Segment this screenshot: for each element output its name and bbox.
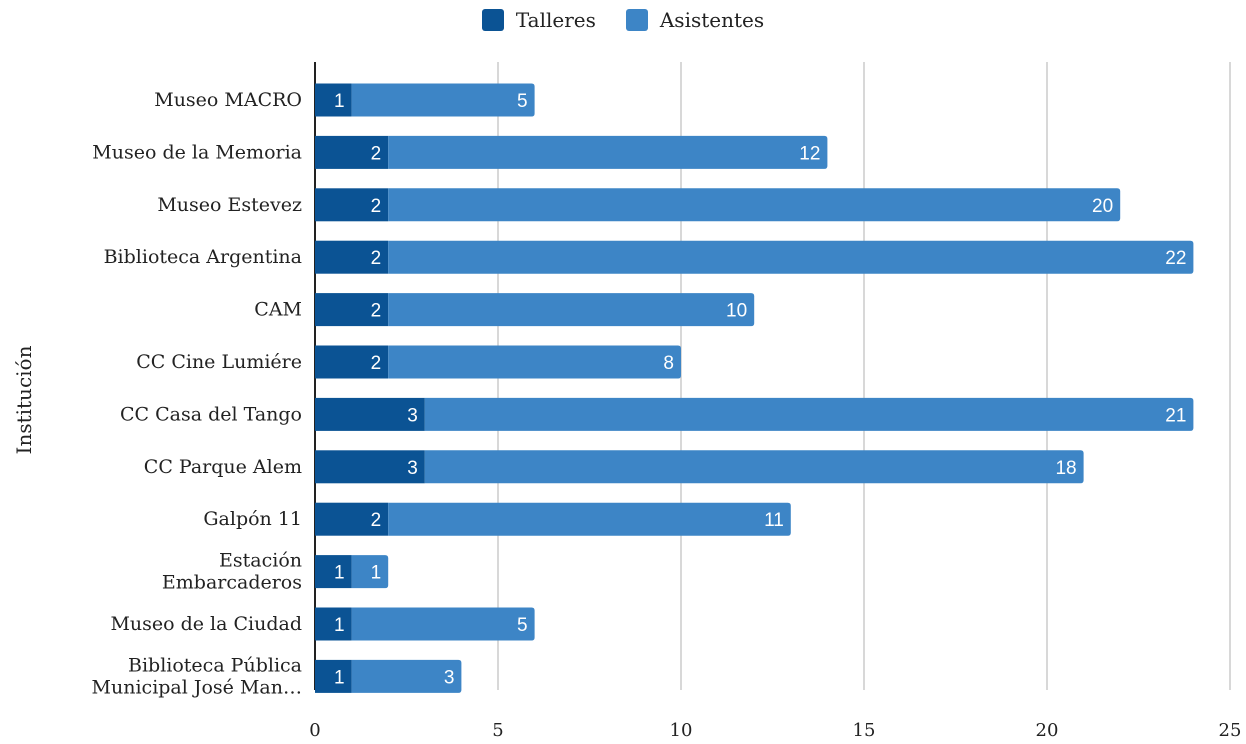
bar-talleres-1 — [315, 135, 389, 169]
legend-label-talleres: Talleres — [515, 8, 596, 32]
bar-value-label-asistentes-3: 22 — [1165, 248, 1186, 269]
bar-asistentes-7 — [424, 450, 1084, 484]
bar-value-label-asistentes-9: 1 — [371, 563, 382, 584]
x-tick-label-20: 20 — [1036, 720, 1059, 740]
bar-asistentes-6 — [424, 397, 1194, 431]
category-label-5: CC Cine Lumiére — [136, 351, 302, 373]
category-label-0: Museo MACRO — [154, 89, 302, 111]
bar-asistentes-4 — [388, 293, 755, 327]
bar-talleres-4 — [315, 293, 389, 327]
bar-talleres-5 — [315, 345, 389, 379]
bar-value-label-talleres-2: 2 — [371, 196, 382, 217]
bar-talleres-2 — [315, 188, 389, 222]
bar-value-label-asistentes-11: 3 — [444, 667, 455, 688]
bar-value-label-asistentes-7: 18 — [1055, 458, 1076, 479]
category-label-9: Estación Embarcaderos — [162, 550, 302, 594]
bar-asistentes-10 — [351, 607, 535, 641]
bar-talleres-8 — [315, 502, 389, 536]
bar-value-label-talleres-0: 1 — [334, 91, 345, 112]
category-label-1: Museo de la Memoria — [92, 141, 302, 163]
legend-label-asistentes: Asistentes — [659, 8, 765, 32]
legend-item-asistentes: Asistentes — [625, 8, 765, 32]
x-tick-label-5: 5 — [492, 720, 503, 740]
bar-value-label-talleres-6: 3 — [407, 405, 418, 426]
bar-talleres-0 — [315, 83, 352, 117]
legend: Talleres Asistentes — [0, 8, 1246, 32]
bar-value-label-talleres-10: 1 — [334, 615, 345, 636]
legend-swatch-talleres — [481, 9, 504, 31]
category-label-4: CAM — [254, 299, 302, 321]
bar-talleres-3 — [315, 240, 389, 274]
bar-value-label-talleres-9: 1 — [334, 563, 345, 584]
x-tick-label-15: 15 — [853, 720, 876, 740]
bar-value-label-talleres-1: 2 — [371, 143, 382, 164]
bar-value-label-talleres-7: 3 — [407, 458, 418, 479]
bar-value-label-talleres-5: 2 — [371, 353, 382, 374]
x-tick-label-0: 0 — [309, 720, 320, 740]
bar-value-label-asistentes-10: 5 — [517, 615, 528, 636]
bar-talleres-6 — [315, 397, 425, 431]
bar-value-label-asistentes-0: 5 — [517, 91, 528, 112]
x-tick-label-10: 10 — [670, 720, 693, 740]
bar-talleres-11 — [315, 659, 352, 693]
bar-talleres-10 — [315, 607, 352, 641]
bar-value-label-asistentes-4: 10 — [726, 301, 747, 322]
bar-value-label-talleres-11: 1 — [334, 667, 345, 688]
bar-asistentes-0 — [351, 83, 535, 117]
bar-asistentes-1 — [388, 135, 828, 169]
bar-asistentes-5 — [388, 345, 681, 379]
bar-talleres-7 — [315, 450, 425, 484]
bar-asistentes-11 — [351, 659, 462, 693]
bar-value-label-talleres-8: 2 — [371, 510, 382, 531]
category-label-6: CC Casa del Tango — [120, 403, 302, 425]
bar-value-label-talleres-3: 2 — [371, 248, 382, 269]
bar-asistentes-2 — [388, 188, 1121, 222]
y-axis-title: Institución — [12, 345, 36, 454]
category-label-7: CC Parque Alem — [144, 456, 302, 478]
legend-swatch-asistentes — [625, 9, 648, 31]
bar-value-label-asistentes-5: 8 — [663, 353, 674, 374]
category-label-8: Galpón 11 — [203, 508, 302, 530]
category-label-11: Biblioteca Pública Municipal José Man… — [92, 654, 302, 698]
x-tick-label-25: 25 — [1219, 720, 1242, 740]
bar-value-label-talleres-4: 2 — [371, 301, 382, 322]
bar-value-label-asistentes-6: 21 — [1165, 405, 1186, 426]
bar-asistentes-8 — [388, 502, 791, 536]
bar-value-label-asistentes-1: 12 — [799, 143, 820, 164]
bar-talleres-9 — [315, 555, 352, 589]
bar-value-label-asistentes-8: 11 — [764, 510, 784, 531]
category-label-3: Biblioteca Argentina — [104, 246, 302, 268]
bar-asistentes-9 — [351, 555, 389, 589]
category-label-10: Museo de la Ciudad — [110, 613, 302, 635]
category-label-2: Museo Estevez — [157, 194, 302, 216]
legend-item-talleres: Talleres — [481, 8, 596, 32]
bar-asistentes-3 — [388, 240, 1194, 274]
bar-value-label-asistentes-2: 20 — [1092, 196, 1113, 217]
